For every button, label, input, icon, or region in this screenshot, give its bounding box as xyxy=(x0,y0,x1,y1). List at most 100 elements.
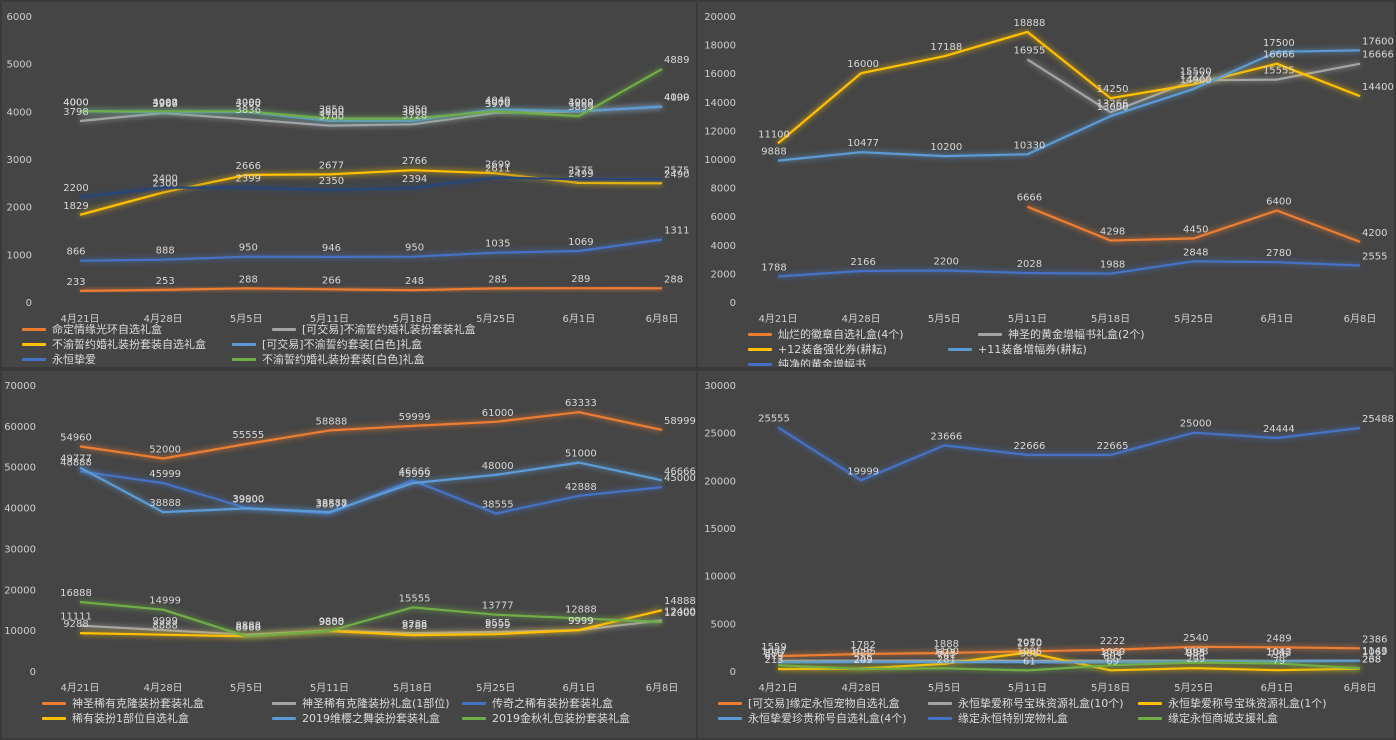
chart-2-legend: 灿烂的徽章自选礼盒(4个) 神圣的黄金增幅书礼盒(2个) +12装备强化券(耕耘) +… xyxy=(748,327,1388,367)
chart-1-series-3-label-1: 3987 xyxy=(152,98,177,109)
chart-4-series-4-label-4: 22665 xyxy=(1097,441,1129,452)
chart-1-series-6-label-6: 2575 xyxy=(568,165,593,176)
chart-1-series-0-label-7: 288 xyxy=(664,274,683,285)
chart-1-xtick-5: 5月25日 xyxy=(476,313,515,325)
chart-1-series-0-label-4: 248 xyxy=(405,276,424,287)
chart-1-legend-label-3: [可交易]不渝誓约套装[白色]礼盒 xyxy=(262,338,423,351)
chart-4-xtick-3: 5月11日 xyxy=(1008,682,1047,694)
chart-4-legend-item-2: 永恒挚爱称号宝珠资源礼盒(1个) xyxy=(1138,696,1348,711)
chart-3-legend-swatch-1 xyxy=(272,702,296,705)
chart-3-legend-item-5: 2019金秋礼包装扮套装礼盒 xyxy=(462,711,662,726)
chart-2-legend-swatch-2 xyxy=(748,348,772,351)
chart-1-xtick-6: 6月1日 xyxy=(562,313,595,325)
chart-1-series-0-label-0: 233 xyxy=(66,277,85,288)
chart-1-ytick-5: 5000 xyxy=(7,60,32,71)
chart-3-ytick-0: 0 xyxy=(30,667,36,678)
chart-panel-4: 0 5000 10000 15000 20000 25000 30000 4月21日 4月28日… xyxy=(698,371,1394,738)
chart-2-ytick-10: 20000 xyxy=(704,12,736,23)
chart-4-legend-label-0: [可交易]缘定永恒宠物自选礼盒 xyxy=(748,697,900,710)
chart-1-series-6-label-0: 2200 xyxy=(63,183,88,194)
chart-1-series-3-label-3: 3800 xyxy=(319,107,344,118)
chart-3-series-5-label-5: 13777 xyxy=(482,601,514,612)
chart-2-series-4-label-1: 2166 xyxy=(850,257,875,268)
chart-4-series-4-label-7: 25488 xyxy=(1362,414,1394,425)
chart-1-series-5-label-1: 4000 xyxy=(152,97,177,108)
chart-2-series-2-label-5: 15222 xyxy=(1180,70,1212,81)
chart-3-series-4-label-1: 38888 xyxy=(149,498,181,509)
chart-2-series-3-label-4: 13000 xyxy=(1097,102,1129,113)
chart-4-legend-label-5: 缘定永恒商城支援礼盒 xyxy=(1168,712,1278,725)
chart-1-series-6-line xyxy=(79,176,662,199)
chart-4-legend-label-3: 永恒挚爱珍贵称号自选礼盒(4个) xyxy=(748,712,907,725)
chart-4-series-0-label-7: 2386 xyxy=(1362,634,1387,645)
chart-3-series-2-label-4: 46666 xyxy=(399,466,431,477)
chart-2-series-1-label-4: 13266 xyxy=(1097,98,1129,109)
chart-1-series-4-label-7: 1311 xyxy=(664,226,689,237)
chart-4-series-5-label-0: 613 xyxy=(764,651,783,662)
chart-3-series-3-label-4: 8788 xyxy=(402,621,427,632)
chart-3-xtick-5: 5月25日 xyxy=(476,682,515,694)
chart-1-series-4-label-0: 866 xyxy=(66,247,85,258)
chart-4-ytick-5: 25000 xyxy=(704,429,736,440)
chart-3-legend-swatch-2 xyxy=(462,702,486,705)
chart-3-legend-swatch-4 xyxy=(272,717,296,720)
chart-2-series-2-label-7: 14400 xyxy=(1362,82,1394,93)
chart-3-series-3-label-3: 9800 xyxy=(319,617,344,628)
chart-4-series-4-line xyxy=(777,426,1361,482)
chart-2-legend-label-4: 纯净的黄金增幅书 xyxy=(778,358,866,367)
chart-4-series-1-label-4: 1069 xyxy=(1100,647,1125,658)
chart-1-series-4-label-1: 888 xyxy=(156,246,175,257)
chart-3-legend-label-5: 2019金秋礼包装扮套装礼盒 xyxy=(492,712,630,725)
chart-3-series-1-label-0: 11111 xyxy=(60,612,92,623)
chart-1-ytick-0: 0 xyxy=(26,298,32,309)
chart-3-xtick-0: 4月21日 xyxy=(60,682,99,694)
chart-1-series-4-label-2: 950 xyxy=(239,243,258,254)
chart-2-series-0-label-4: 4298 xyxy=(1100,227,1125,238)
chart-2-series-3-label-6: 17500 xyxy=(1263,38,1295,49)
chart-3-series-0-label-0: 54960 xyxy=(60,432,92,443)
chart-3-legend-label-2: 传奇之稀有装扮套装礼盒 xyxy=(492,697,613,710)
chart-1-series-2-label-2: 2666 xyxy=(236,161,261,172)
chart-1-series-3-label-0: 4000 xyxy=(63,97,88,108)
chart-2-series-1-label-7: 16666 xyxy=(1362,50,1394,61)
chart-4-series-2-label-6: 79 xyxy=(1272,656,1285,667)
chart-4-ytick-0: 0 xyxy=(730,667,736,678)
chart-4-series-1-label-3: 1085 xyxy=(1017,647,1042,658)
chart-4-xtick-1: 4月28日 xyxy=(842,682,881,694)
chart-3-series-3-label-5: 8999 xyxy=(485,620,510,631)
chart-1-series-0-label-5: 285 xyxy=(488,274,507,285)
chart-1-legend-label-2: 不渝誓约婚礼装扮套装自选礼盒 xyxy=(52,338,206,351)
chart-4-series-3-label-3: 908 xyxy=(1020,648,1039,659)
chart-1-series-6-label-3: 2350 xyxy=(319,176,344,187)
chart-4-series-4-label-1: 19999 xyxy=(847,466,879,477)
chart-1-ytick-2: 2000 xyxy=(7,203,32,214)
chart-3-series-5-line xyxy=(79,600,663,638)
chart-1-legend-item-5: 不渝誓约婚礼装扮套装[白色]礼盒 xyxy=(232,352,442,367)
chart-2-ytick-4: 8000 xyxy=(711,184,736,195)
chart-4-legend-swatch-1 xyxy=(928,702,952,705)
chart-2-legend-item-2: +12装备强化券(耕耘) xyxy=(748,342,948,357)
chart-4-xtick-4: 5月18日 xyxy=(1091,682,1130,694)
chart-4-series-0-label-4: 2222 xyxy=(1100,636,1125,647)
chart-3-series-0-label-5: 61000 xyxy=(482,408,514,419)
chart-3-series-2-label-6: 42888 xyxy=(565,482,597,493)
chart-4-legend-label-2: 永恒挚爱称号宝珠资源礼盒(1个) xyxy=(1168,697,1327,710)
chart-3-series-1-label-1: 9999 xyxy=(152,616,177,627)
chart-1-series-1-label-7: 4099 xyxy=(664,93,689,104)
chart-2-series-0-label-3: 6666 xyxy=(1017,193,1042,204)
chart-2-series-4-label-7: 2555 xyxy=(1362,251,1387,262)
chart-4-series-1-label-1: 1095 xyxy=(850,647,875,658)
chart-1-series-2-label-5: 2699 xyxy=(485,159,510,170)
chart-1-series-4-label-6: 1069 xyxy=(568,237,593,248)
chart-2-legend-swatch-1 xyxy=(978,333,1002,336)
chart-4-series-5-label-5: 885 xyxy=(1186,649,1205,660)
chart-1-series-5-label-6: 3899 xyxy=(568,102,593,113)
chart-1-series-3-label-7: 4100 xyxy=(664,93,689,104)
chart-3-series-0-label-3: 58888 xyxy=(316,416,348,427)
chart-3-legend-item-0: 神圣稀有克隆装扮套装礼盒 xyxy=(42,696,272,711)
chart-2-xtick-0: 4月21日 xyxy=(758,313,797,325)
chart-2-series-4-label-3: 2028 xyxy=(1017,259,1042,270)
chart-panel-1: 0 1000 2000 3000 4000 5000 6000 4月21日 4月28日 5月5日 5… xyxy=(2,2,696,367)
chart-1-series-1-label-1: 3966 xyxy=(152,99,177,110)
chart-2-xtick-2: 5月5日 xyxy=(928,313,961,325)
